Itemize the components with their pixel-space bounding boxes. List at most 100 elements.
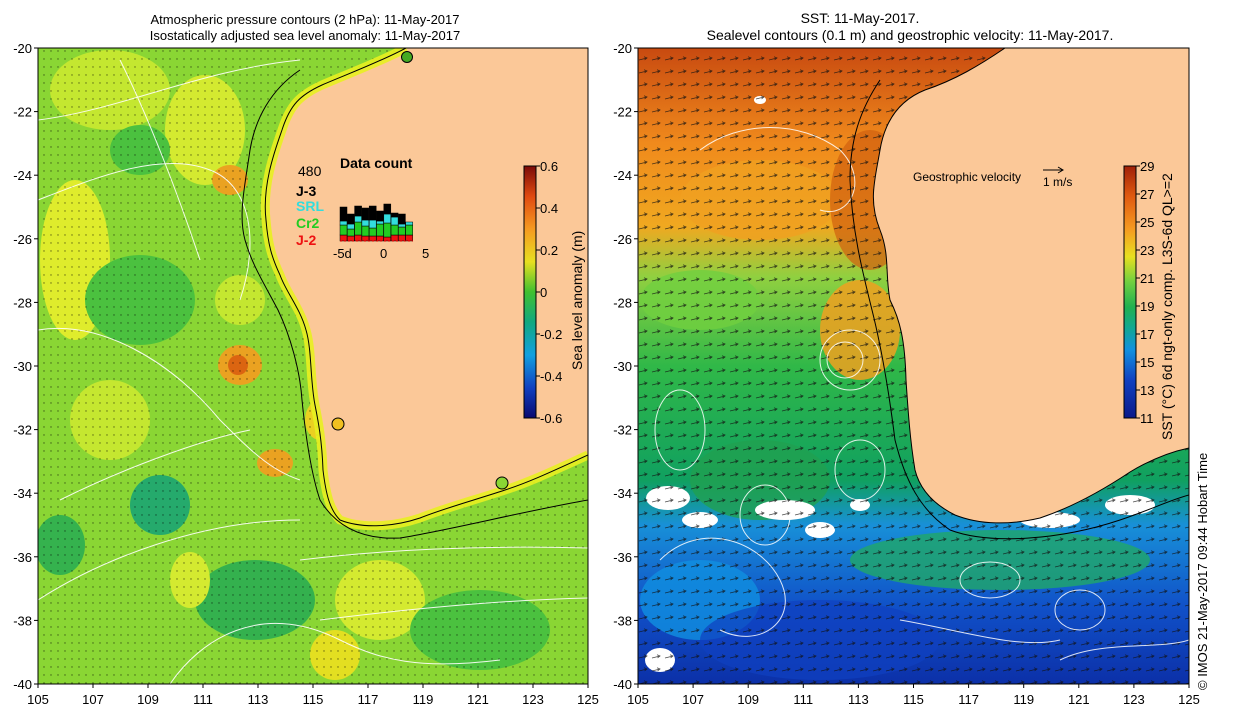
- legend-j3: J-3: [296, 183, 316, 199]
- velocity-arrow-icon: [1043, 166, 1064, 174]
- sla-colorbar: 0.6 0.4 0.2 0 -0.2 -0.4 -0.6 Sea level anomaly…: [523, 159, 585, 426]
- data-count-bar: [390, 234, 399, 242]
- data-count-bar: [376, 220, 384, 225]
- lat-tick-label: -32: [13, 423, 32, 438]
- data-count-bar: [398, 213, 406, 225]
- lat-tick-label: -40: [613, 677, 632, 692]
- lon-tick-label: 119: [413, 692, 434, 707]
- lat-tick-label: -34: [13, 486, 32, 501]
- lat-tick-label: -34: [613, 486, 632, 501]
- land-australia-left: [265, 48, 588, 526]
- colorbar-tick-label: 23: [1140, 243, 1154, 258]
- land-australia-right: [873, 48, 1189, 523]
- lon-tick-label: 111: [793, 692, 813, 707]
- right-title-line2: Sealevel contours (0.1 m) and geostrophi…: [706, 27, 1114, 43]
- data-count-bar: [361, 235, 370, 242]
- data-count-bar: [339, 220, 348, 226]
- tide-gauge-marker: [331, 417, 345, 431]
- colorbar-tick-label: 17: [1140, 327, 1154, 342]
- data-count-bar: [361, 225, 370, 237]
- lon-tick-label: 105: [27, 692, 49, 707]
- lon-tick-label: 117: [358, 692, 379, 707]
- lat-tick-label: -30: [613, 359, 632, 374]
- lat-tick-label: -20: [613, 41, 632, 56]
- data-count-bar: [347, 235, 355, 242]
- data-count-bar: [390, 224, 399, 236]
- data-count-bar: [368, 235, 377, 242]
- legend-srl: SRL: [296, 198, 324, 214]
- left-title-line2: Isostatically adjusted sea level anomaly…: [149, 28, 461, 43]
- pressure-contours: [38, 59, 588, 684]
- lat-tick-label: -22: [613, 105, 632, 120]
- data-count-bar: [347, 213, 355, 225]
- colorbar-tick-label: 27: [1140, 187, 1154, 202]
- tide-gauge-marker: [401, 51, 413, 63]
- velocity-scale: 1 m/s: [1043, 175, 1072, 189]
- data-count-bar: [354, 205, 362, 217]
- colorbar-tick-label: 21: [1140, 271, 1154, 286]
- lat-tick-label: -40: [13, 677, 32, 692]
- data-count-title: Data count: [340, 155, 413, 171]
- data-count-bar: [354, 215, 362, 223]
- colorbar-tick-label: 15: [1140, 355, 1154, 370]
- right-title-line1: SST: 11-May-2017.: [800, 10, 920, 26]
- lat-tick-label: -22: [13, 105, 32, 120]
- lon-tick-label: 123: [1123, 692, 1145, 707]
- data-count-bar: [405, 234, 413, 242]
- legend-j2: J-2: [296, 232, 316, 248]
- colorbar-tick-label: -0.4: [540, 369, 562, 384]
- data-count-bar: [390, 216, 399, 226]
- data-count-tick: 5: [422, 246, 429, 261]
- colorbar-tick-label: 0: [540, 285, 547, 300]
- lon-tick-label: 111: [193, 692, 213, 707]
- lon-tick-label: 113: [848, 692, 869, 707]
- left-title-line1: Atmospheric pressure contours (2 hPa): 1…: [150, 12, 460, 27]
- data-count-bar: [339, 206, 348, 222]
- data-count-bar: [376, 223, 384, 237]
- lat-tick-label: -36: [613, 550, 632, 565]
- sst-colorbar-label: SST (°C) 6d ngt-only comp. L3S-6d QL>=2: [1159, 173, 1175, 440]
- lon-tick-label: 121: [467, 692, 489, 707]
- data-count-bar: [339, 224, 348, 236]
- data-count-bar: [390, 212, 399, 218]
- lon-tick-label: 107: [682, 692, 704, 707]
- sea-level-contours: [654, 127, 1189, 661]
- sla-map: [38, 48, 588, 684]
- imos-credit: © IMOS 21-May-2017 09:44 Hobart Time: [1195, 453, 1210, 690]
- data-count-tick: -5d: [333, 246, 352, 261]
- legend-cr2: Cr2: [296, 215, 320, 231]
- lon-tick-label: 125: [577, 692, 599, 707]
- lon-tick-label: 121: [1068, 692, 1090, 707]
- sst-colorbar: 29 27 25 23 21 19 17 15 13 11 SST (°C) 6d ngt-onl…: [1123, 159, 1175, 440]
- lat-tick-label: -32: [613, 423, 632, 438]
- data-count-bar: [368, 227, 377, 237]
- colorbar-tick-label: 0.2: [540, 243, 558, 258]
- data-count-legend: J-3 SRL Cr2 J-2: [296, 183, 324, 248]
- colorbar-tick-label: -0.2: [540, 327, 562, 342]
- data-count-bar: [339, 234, 348, 242]
- lat-tick-label: -20: [13, 41, 32, 56]
- lon-tick-label: 113: [248, 692, 269, 707]
- shelf-edge-left: [241, 69, 588, 539]
- lon-tick-label: 105: [627, 692, 649, 707]
- data-count-bar: [405, 221, 413, 226]
- velocity-label: Geostrophic velocity: [913, 170, 1021, 184]
- lat-tick-label: -28: [13, 295, 32, 310]
- lon-tick-label: 115: [903, 692, 924, 707]
- colorbar-tick-label: 11: [1140, 411, 1154, 426]
- data-count-bar: [398, 234, 406, 242]
- data-count-max: 480: [298, 163, 322, 179]
- shelf-edge-right: [849, 79, 1189, 540]
- data-count-bar: [354, 234, 362, 242]
- colorbar-tick-label: -0.6: [540, 411, 562, 426]
- lat-tick-label: -24: [613, 168, 632, 183]
- data-count-bar: [383, 236, 392, 242]
- lon-tick-label: 109: [137, 692, 159, 707]
- lon-tick-label: 117: [958, 692, 979, 707]
- lat-tick-label: -28: [613, 295, 632, 310]
- lat-tick-label: -24: [13, 168, 32, 183]
- lon-tick-label: 107: [82, 692, 104, 707]
- colorbar-tick-label: 13: [1140, 383, 1154, 398]
- lon-tick-label: 125: [1178, 692, 1200, 707]
